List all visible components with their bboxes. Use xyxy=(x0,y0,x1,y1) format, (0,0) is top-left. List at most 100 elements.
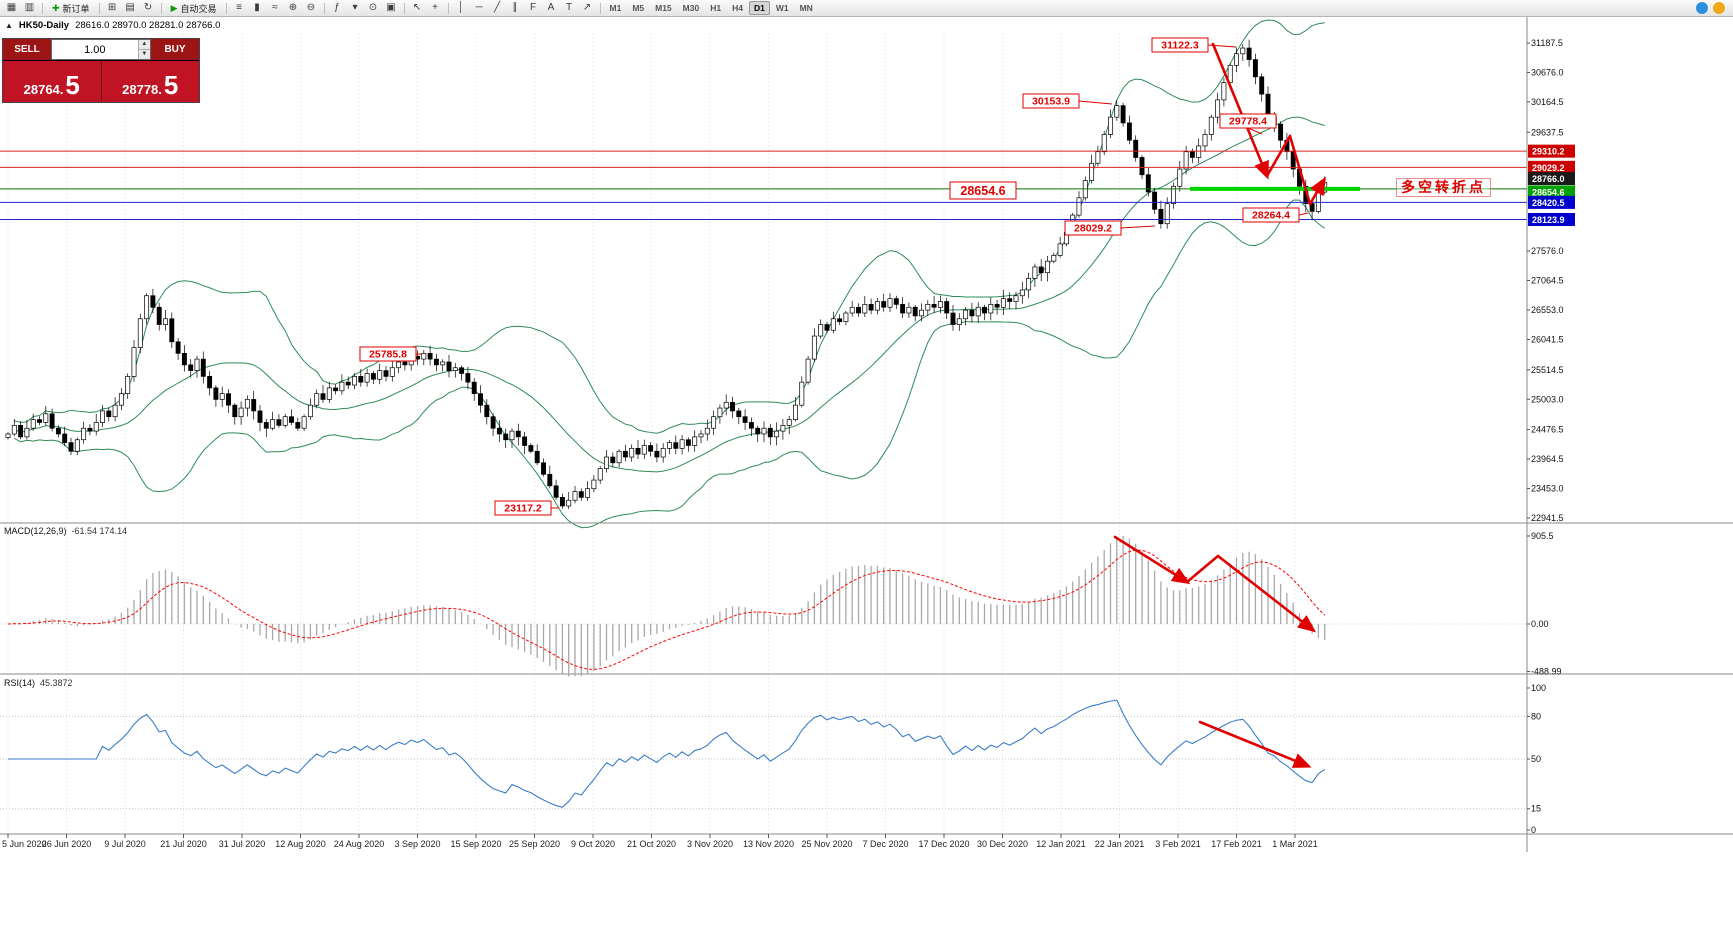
new-order-button-icon: ✚ xyxy=(52,2,60,13)
svg-text:80: 80 xyxy=(1531,711,1541,721)
svg-text:28123.9: 28123.9 xyxy=(1532,215,1565,225)
svg-text:30153.9: 30153.9 xyxy=(1032,96,1070,108)
timeframe-button-h1[interactable]: H1 xyxy=(710,3,722,13)
svg-text:12 Jan 2021: 12 Jan 2021 xyxy=(1036,839,1086,849)
price-axis: 31187.5 30676.0 30164.5 29637.5 27576.0 27064… xyxy=(1527,38,1575,835)
tile-windows-icon[interactable]: ⊞ xyxy=(107,2,117,13)
templates-icon[interactable]: ▣ xyxy=(386,2,396,13)
volume-input[interactable] xyxy=(52,40,138,59)
chart-profile-icon[interactable]: ▥ xyxy=(24,2,35,13)
rsi-indicator-label: RSI(14) 45.3872 xyxy=(4,678,73,688)
buy-price[interactable]: 28778. 5 xyxy=(101,61,199,102)
svg-text:100: 100 xyxy=(1531,683,1546,693)
rsi-name: RSI(14) xyxy=(4,678,36,688)
svg-text:15: 15 xyxy=(1531,804,1541,814)
grid-layer xyxy=(7,34,1296,834)
timeframe-button-w1[interactable]: W1 xyxy=(775,3,789,13)
toolbar-separator xyxy=(403,2,405,14)
svg-text:28420.5: 28420.5 xyxy=(1532,198,1565,208)
volume-increase-button[interactable]: ▲ xyxy=(138,40,150,50)
crosshair-icon[interactable]: + xyxy=(432,2,438,13)
svg-text:28766.0: 28766.0 xyxy=(1532,174,1565,184)
new-chart-icon[interactable]: ▦ xyxy=(6,2,17,13)
svg-text:30164.5: 30164.5 xyxy=(1531,97,1564,107)
svg-text:9 Oct 2020: 9 Oct 2020 xyxy=(571,839,615,849)
channel-icon[interactable]: ∥ xyxy=(512,2,518,13)
sell-button[interactable]: SELL xyxy=(3,39,51,60)
svg-text:23117.2: 23117.2 xyxy=(504,503,542,515)
text-label-icon[interactable]: T xyxy=(565,2,573,13)
autotrading-button-label: 自动交易 xyxy=(180,3,217,14)
timeframe-button-d1[interactable]: D1 xyxy=(748,1,770,15)
titlebar-circle-yellow[interactable] xyxy=(1713,2,1725,14)
svg-text:21 Oct 2020: 21 Oct 2020 xyxy=(627,839,676,849)
fibonacci-icon[interactable]: F xyxy=(529,2,537,13)
ohlc-values: 28616.0 28970.0 28281.0 28766.0 xyxy=(75,20,221,31)
toolbar-separator xyxy=(599,2,601,14)
chart-title-bar: ▲ HK50-Daily 28616.0 28970.0 28281.0 287… xyxy=(5,20,220,31)
svg-text:23453.0: 23453.0 xyxy=(1531,484,1564,494)
toolbar-separator xyxy=(447,2,449,14)
sell-price[interactable]: 28764. 5 xyxy=(3,61,102,102)
volume-stepper[interactable]: ▲ ▼ xyxy=(51,39,151,60)
buy-price-main: 28778. xyxy=(122,82,162,97)
periods-icon[interactable]: ⊙ xyxy=(368,2,378,13)
svg-text:28654.6: 28654.6 xyxy=(1532,187,1565,197)
svg-text:26553.0: 26553.0 xyxy=(1531,305,1564,315)
zoom-in-icon[interactable]: ⊕ xyxy=(288,2,298,13)
svg-text:7 Dec 2020: 7 Dec 2020 xyxy=(862,839,908,849)
collapse-panel-icon[interactable]: ▲ xyxy=(5,21,13,30)
timeframe-button-m15[interactable]: M15 xyxy=(655,3,672,13)
svg-text:28264.4: 28264.4 xyxy=(1252,210,1290,222)
new-order-button[interactable]: ✚ 新订单 xyxy=(47,0,95,16)
vertical-line-icon[interactable]: │ xyxy=(457,2,465,13)
svg-text:17 Feb 2021: 17 Feb 2021 xyxy=(1211,839,1262,849)
turning-point-annotation[interactable]: 多空转折点 xyxy=(1396,178,1491,197)
toolbar-separator xyxy=(225,2,227,14)
timeframe-button-h4[interactable]: H4 xyxy=(732,3,743,13)
trendline-icon[interactable]: ╱ xyxy=(493,2,501,13)
cursor-icon[interactable]: ↖ xyxy=(412,2,422,13)
timeframe-button-mn[interactable]: MN xyxy=(799,3,813,13)
svg-text:29029.2: 29029.2 xyxy=(1532,163,1565,173)
line-chart-icon[interactable]: ≈ xyxy=(272,2,278,13)
buy-button[interactable]: BUY xyxy=(151,39,199,60)
titlebar-circles xyxy=(1696,2,1725,14)
new-order-button-label: 新订单 xyxy=(62,3,90,14)
price-levels-layer[interactable] xyxy=(0,150,1527,220)
timeframe-button-m30[interactable]: M30 xyxy=(682,3,700,13)
text-icon[interactable]: A xyxy=(547,2,555,13)
cascade-windows-icon[interactable]: ▤ xyxy=(125,2,135,13)
indicators-dropdown-icon[interactable]: ▾ xyxy=(352,2,358,13)
svg-text:1 Mar 2021: 1 Mar 2021 xyxy=(1272,839,1318,849)
svg-text:905.5: 905.5 xyxy=(1531,531,1554,541)
svg-text:15 Sep 2020: 15 Sep 2020 xyxy=(450,839,501,849)
volume-decrease-button[interactable]: ▼ xyxy=(138,50,150,59)
bars-chart-icon[interactable]: ≡ xyxy=(236,2,242,13)
autotrading-button[interactable]: ▶ 自动交易 xyxy=(166,0,222,16)
svg-text:25 Sep 2020: 25 Sep 2020 xyxy=(509,839,560,849)
macd-name: MACD(12,26,9) xyxy=(4,526,67,536)
toolbar-separator xyxy=(160,2,162,14)
candlestick-chart-icon[interactable]: ▮ xyxy=(254,2,260,13)
timeframe-button-m1[interactable]: M1 xyxy=(609,3,622,13)
toolbar-separator xyxy=(323,2,325,14)
price-annotations-layer[interactable]: 31122.3 30153.9 29778.4 28654.6 28029.2 28264… xyxy=(359,37,1309,516)
svg-text:5 Jun 2020: 5 Jun 2020 xyxy=(2,839,47,849)
arrow-objects-icon[interactable]: ↗ xyxy=(582,2,592,13)
svg-text:12 Aug 2020: 12 Aug 2020 xyxy=(275,839,326,849)
trend-arrows-layer[interactable] xyxy=(1211,42,1326,206)
svg-text:0.00: 0.00 xyxy=(1531,619,1549,629)
svg-text:30 Dec 2020: 30 Dec 2020 xyxy=(977,839,1028,849)
horizontal-line-icon[interactable]: ─ xyxy=(475,2,483,13)
svg-text:0: 0 xyxy=(1531,825,1536,835)
svg-text:29310.2: 29310.2 xyxy=(1532,147,1565,157)
timeframe-button-m5[interactable]: M5 xyxy=(632,3,645,13)
rsi-panel xyxy=(0,699,1527,810)
zoom-out-icon[interactable]: ⊖ xyxy=(306,2,316,13)
refresh-icon[interactable]: ↻ xyxy=(143,2,153,13)
indicators-icon[interactable]: ƒ xyxy=(334,2,340,13)
autotrading-button-icon: ▶ xyxy=(170,2,178,13)
titlebar-circle-blue[interactable] xyxy=(1696,2,1708,14)
chart-canvas[interactable]: 31122.3 30153.9 29778.4 28654.6 28029.2 28264… xyxy=(0,16,1733,937)
